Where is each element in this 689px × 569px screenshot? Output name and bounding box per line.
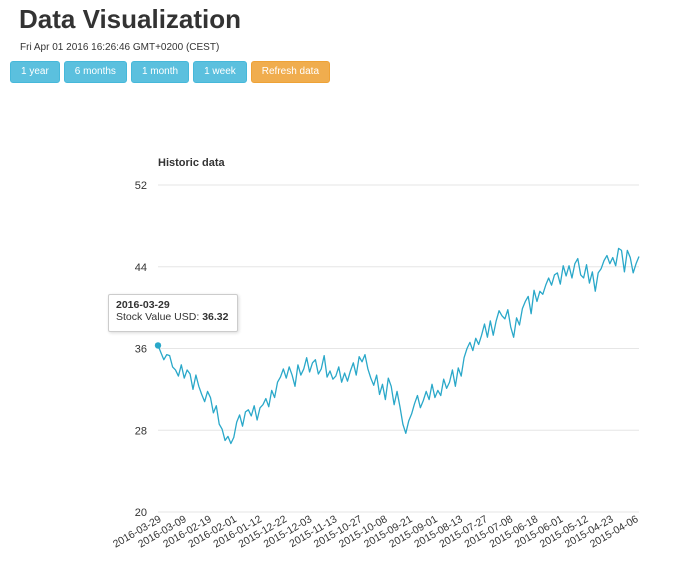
range-toolbar: 1 year 6 months 1 month 1 week Refresh d…	[10, 61, 331, 83]
y-tick-label: 20	[135, 507, 147, 519]
y-tick-label: 52	[135, 180, 147, 192]
range-1-week-button[interactable]: 1 week	[193, 61, 247, 83]
tooltip-date: 2016-03-29	[116, 299, 170, 311]
range-6-months-button[interactable]: 6 months	[63, 61, 127, 83]
range-1-month-button[interactable]: 1 month	[130, 61, 190, 83]
tooltip-value: 36.32	[202, 311, 229, 323]
chart-title: Historic data	[158, 157, 226, 169]
hover-point-marker	[154, 342, 162, 349]
page-title: Data Visualization	[19, 4, 242, 34]
y-tick-label: 44	[135, 262, 147, 274]
y-tick-label: 36	[135, 344, 147, 356]
refresh-data-button[interactable]: Refresh data	[250, 61, 331, 83]
range-1-year-button[interactable]: 1 year	[10, 61, 60, 83]
y-tick-label: 28	[135, 425, 147, 437]
tooltip-label: Stock Value USD:	[116, 311, 200, 323]
timestamp: Fri Apr 01 2016 16:26:46 GMT+0200 (CEST)	[20, 42, 220, 53]
data-tooltip: 2016-03-29 Stock Value USD: 36.32	[108, 294, 238, 332]
series-line	[157, 247, 640, 445]
